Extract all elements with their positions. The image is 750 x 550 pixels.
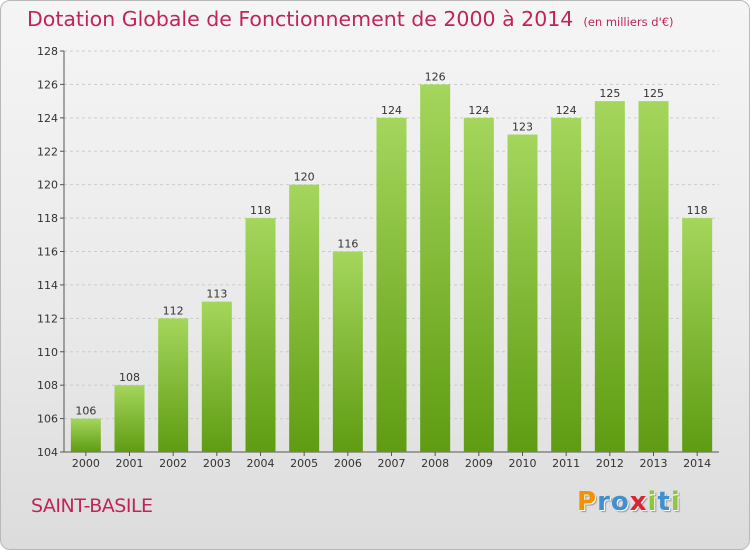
y-tick-label: 126	[37, 78, 58, 91]
y-tick-label: 110	[37, 346, 58, 359]
bar-2003	[201, 301, 232, 452]
value-label: 108	[119, 371, 140, 384]
logo-letter: t	[657, 487, 671, 517]
bar-2000	[70, 418, 101, 452]
y-tick-label: 124	[37, 112, 58, 125]
bar-chart: 104106108110112114116118120122124126128 …	[37, 45, 719, 470]
x-tick-label: 2008	[421, 457, 449, 470]
proxiti-logo: Proxiti	[577, 487, 681, 517]
value-label: 113	[206, 288, 227, 301]
bar-2014	[682, 218, 713, 452]
x-tick-label: 2009	[465, 457, 493, 470]
bars: 106 108 112 113 118 120 116 124 126 124 123 124 125 1…	[70, 70, 713, 453]
bar-2008	[420, 84, 451, 453]
x-tick-label: 2011	[552, 457, 580, 470]
y-tick-label: 104	[37, 446, 58, 459]
x-tick-label: 2005	[290, 457, 318, 470]
logo-letter: i	[670, 487, 681, 517]
bar-2009	[463, 117, 494, 452]
value-label: 124	[556, 104, 577, 117]
chart-title: Dotation Globale de Fonctionnement de 20…	[27, 7, 674, 31]
x-axis-labels: 2000 2001 2002 2003 2004 2005 2006 2007 2008 2009…	[72, 452, 711, 470]
y-tick-label: 120	[37, 179, 58, 192]
x-tick-label: 2006	[334, 457, 362, 470]
x-tick-label: 2003	[203, 457, 231, 470]
bar-2002	[158, 318, 189, 452]
bar-2012	[594, 101, 625, 452]
logo-letter: i	[647, 487, 658, 517]
bar-2007	[376, 117, 407, 452]
value-label: 125	[599, 87, 620, 100]
bar-2004	[245, 218, 276, 452]
bar-2005	[289, 184, 320, 452]
x-tick-label: 2007	[378, 457, 406, 470]
value-label: 112	[163, 304, 184, 317]
value-label: 106	[75, 405, 96, 418]
value-label: 118	[250, 204, 271, 217]
x-tick-label: 2013	[640, 457, 668, 470]
value-label: 124	[468, 104, 489, 117]
bar-2011	[551, 117, 582, 452]
title-text: Dotation Globale de Fonctionnement de 20…	[27, 7, 574, 31]
bar-2001	[114, 385, 145, 452]
logo-letter: P	[577, 487, 598, 517]
bar-2010	[507, 134, 538, 452]
x-tick-label: 2001	[116, 457, 144, 470]
logo-letter: r	[597, 487, 611, 517]
value-label: 124	[381, 104, 402, 117]
y-tick-label: 106	[37, 413, 58, 426]
logo-letter: o	[610, 487, 630, 517]
x-tick-label: 2004	[247, 457, 275, 470]
value-label: 118	[687, 204, 708, 217]
x-tick-label: 2010	[509, 457, 537, 470]
y-tick-label: 128	[37, 45, 58, 58]
x-tick-label: 2014	[683, 457, 711, 470]
x-tick-label: 2000	[72, 457, 100, 470]
y-tick-label: 112	[37, 312, 58, 325]
y-tick-label: 114	[37, 279, 58, 292]
unit-label: (en milliers d'€)	[583, 15, 674, 29]
bar-2006	[332, 251, 363, 452]
commune-name: SAINT-BASILE	[31, 495, 153, 517]
value-label: 120	[294, 171, 315, 184]
logo-letter: x	[629, 487, 648, 517]
value-label: 126	[425, 70, 446, 83]
value-label: 123	[512, 121, 533, 134]
y-tick-label: 116	[37, 246, 58, 259]
y-tick-label: 122	[37, 145, 58, 158]
x-tick-label: 2012	[596, 457, 624, 470]
bar-2013	[638, 101, 669, 452]
value-label: 125	[643, 87, 664, 100]
value-label: 116	[337, 238, 358, 251]
y-tick-label: 108	[37, 379, 58, 392]
y-tick-label: 118	[37, 212, 58, 225]
x-tick-label: 2002	[159, 457, 187, 470]
